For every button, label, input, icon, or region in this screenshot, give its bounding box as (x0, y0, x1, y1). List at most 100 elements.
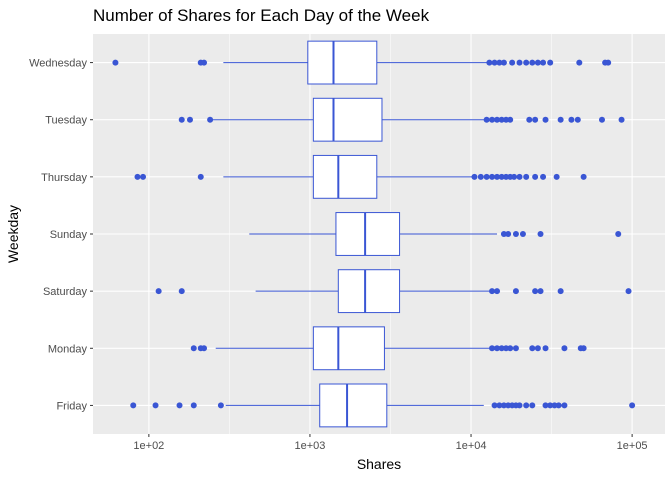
outlier-point (605, 59, 612, 66)
outlier-point (486, 59, 493, 66)
box-iqr (312, 97, 383, 142)
outlier-point (201, 59, 208, 66)
outlier-point (537, 288, 544, 295)
outlier-point (532, 173, 539, 180)
outlier-point (516, 402, 523, 409)
outlier-point (516, 59, 523, 66)
outlier-point (217, 402, 224, 409)
outlier-point (516, 173, 523, 180)
outlier-point (500, 402, 507, 409)
outlier-point (542, 116, 549, 123)
outlier-point (130, 402, 137, 409)
outlier-point (483, 173, 490, 180)
outlier-point (176, 402, 183, 409)
outlier-point (512, 345, 519, 352)
outlier-point (498, 173, 505, 180)
outlier-point (483, 116, 490, 123)
outlier-point (186, 116, 193, 123)
outlier-point (625, 288, 632, 295)
box-thursday (134, 154, 587, 199)
outlier-point (555, 402, 562, 409)
outlier-point (494, 288, 501, 295)
x-tick-label: 1e+05 (617, 440, 648, 452)
x-tick-label: 1e+04 (456, 440, 487, 452)
outlier-point (529, 402, 536, 409)
outlier-point (511, 173, 518, 180)
outlier-point (507, 345, 514, 352)
outlier-point (491, 402, 498, 409)
box-sunday (249, 212, 622, 256)
box-monday (190, 326, 587, 371)
y-tick-label: Tuesday (45, 115, 87, 127)
outlier-point (112, 59, 119, 66)
outlier-point (512, 288, 519, 295)
x-tick-label: 1e+03 (294, 440, 325, 452)
outlier-point (523, 173, 530, 180)
outlier-point (529, 345, 536, 352)
outlier-point (471, 173, 478, 180)
outlier-point (529, 59, 536, 66)
outlier-point (580, 345, 587, 352)
y-tick-label: Friday (56, 400, 87, 412)
outlier-point (532, 116, 539, 123)
outlier-point (503, 345, 510, 352)
outlier-point (561, 402, 568, 409)
chart-title: Number of Shares for Each Day of the Wee… (93, 6, 430, 25)
outlier-point (140, 173, 147, 180)
outlier-point (505, 231, 512, 237)
outlier-point (503, 116, 510, 123)
box-friday (130, 383, 636, 428)
outlier-point (551, 402, 558, 409)
outlier-point (494, 345, 501, 352)
box-series (112, 40, 636, 428)
outlier-point (568, 116, 575, 123)
box-wednesday (112, 40, 612, 85)
outlier-point (190, 402, 197, 409)
box-iqr (307, 40, 378, 85)
box-iqr (335, 212, 401, 256)
box-iqr (337, 269, 401, 314)
y-tick-label: Sunday (50, 229, 88, 241)
outlier-point (498, 345, 505, 352)
outlier-point (615, 231, 622, 237)
x-axis-ticks: 1e+02 1e+03 1e+04 1e+05 (133, 434, 648, 452)
box-iqr (312, 154, 378, 199)
outlier-point (507, 116, 514, 123)
outlier-point (201, 345, 208, 352)
outlier-point (519, 231, 526, 237)
outlier-point (534, 59, 541, 66)
outlier-point (561, 345, 568, 352)
outlier-point (489, 173, 496, 180)
y-tick-label: Wednesday (29, 58, 87, 70)
outlier-point (477, 173, 484, 180)
outlier-point (190, 345, 197, 352)
y-tick-label: Thursday (41, 172, 87, 184)
outlier-point (489, 288, 496, 295)
outlier-point (557, 116, 564, 123)
outlier-point (512, 231, 519, 237)
outlier-point (496, 59, 503, 66)
outlier-point (523, 59, 530, 66)
outlier-point (629, 402, 636, 409)
outlier-point (496, 402, 503, 409)
box-iqr (319, 383, 388, 428)
outlier-point (540, 173, 547, 180)
outlier-point (207, 116, 214, 123)
outlier-point (500, 59, 507, 66)
outlier-point (580, 173, 587, 180)
outlier-point (574, 116, 581, 123)
x-axis-title: Shares (357, 456, 401, 472)
outlier-point (534, 345, 541, 352)
outlier-point (509, 59, 516, 66)
y-axis-title: Weekday (5, 205, 21, 263)
y-axis-ticks: Wednesday Tuesday Thursday Sunday Saturday Mo… (29, 58, 93, 412)
box-iqr (312, 326, 385, 371)
y-tick-label: Saturday (43, 286, 88, 298)
outlier-point (618, 116, 625, 123)
outlier-point (489, 345, 496, 352)
box-tuesday (178, 97, 625, 142)
outlier-point (491, 59, 498, 66)
outlier-point (547, 402, 554, 409)
outlier-point (178, 116, 185, 123)
